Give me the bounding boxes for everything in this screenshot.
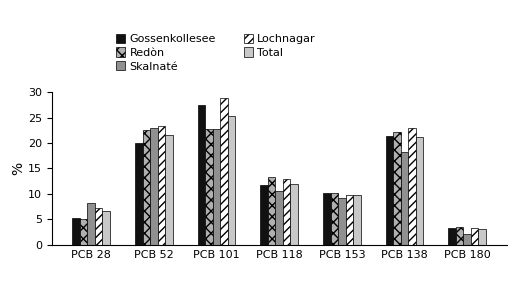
Bar	[228, 115, 235, 245]
Y-axis label: %: %	[11, 162, 25, 175]
Bar	[338, 198, 345, 245]
Bar	[416, 137, 423, 245]
Bar	[448, 228, 456, 245]
Bar	[283, 179, 291, 245]
Bar	[408, 128, 416, 245]
Bar	[72, 218, 80, 245]
Bar	[135, 143, 143, 245]
Bar	[150, 128, 158, 245]
Bar	[80, 219, 87, 245]
Bar	[158, 126, 165, 245]
Bar	[87, 202, 95, 245]
Bar	[401, 152, 408, 245]
Bar	[261, 185, 268, 245]
Bar	[471, 228, 478, 245]
Bar	[276, 192, 283, 245]
Bar	[95, 208, 102, 245]
Bar	[456, 227, 463, 245]
Bar	[345, 196, 353, 245]
Bar	[268, 177, 276, 245]
Bar	[393, 132, 401, 245]
Bar	[463, 234, 471, 245]
Bar	[386, 137, 393, 245]
Bar	[205, 129, 213, 245]
Bar	[220, 98, 228, 245]
Bar	[197, 105, 205, 245]
Bar	[102, 211, 110, 245]
Bar	[323, 193, 330, 245]
Bar	[143, 130, 150, 245]
Bar	[478, 229, 486, 245]
Bar	[330, 194, 338, 245]
Bar	[353, 195, 361, 245]
Bar	[165, 135, 173, 245]
Legend: Gossenkollesee, Redòn, Skalnaté, Lochnagar, Total: Gossenkollesee, Redòn, Skalnaté, Lochnag…	[116, 34, 316, 72]
Bar	[213, 129, 220, 245]
Bar	[291, 184, 298, 245]
